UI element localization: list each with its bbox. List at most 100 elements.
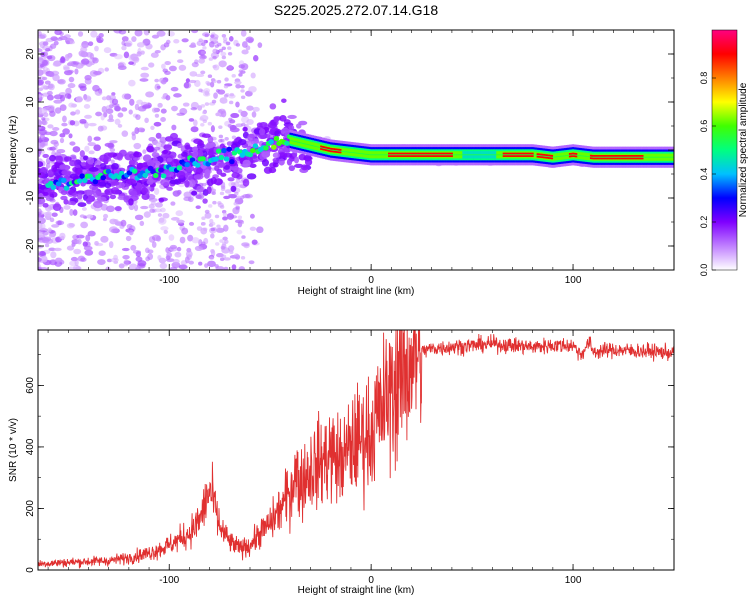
spectrogram-blob: [223, 257, 231, 261]
spectrogram-blob: [245, 36, 255, 43]
spectrogram-blob: [227, 177, 235, 182]
spectrogram-blob: [38, 57, 45, 64]
spectrogram-blob: [240, 30, 247, 37]
spectrogram-blob: [54, 151, 62, 156]
spectrogram-blob: [201, 133, 211, 138]
spectrogram-blob: [150, 169, 156, 175]
spectrogram-blob: [273, 135, 280, 142]
spectrogram-blob: [242, 126, 248, 132]
spectrogram-blob: [176, 219, 185, 224]
spectrogram-blob: [128, 54, 138, 62]
spectrogram-blob: [249, 226, 257, 231]
spectrogram-blob: [217, 201, 222, 205]
spectrogram-blob: [287, 114, 297, 120]
spectrogram-blob: [148, 197, 158, 202]
spectrogram-blob: [235, 179, 241, 183]
spectrogram-blob: [132, 55, 140, 64]
spectrogram-blob: [204, 33, 209, 38]
colorbar-ticks: 0.0 0.2 0.4 0.6 0.8: [699, 72, 716, 276]
spectrogram-blob: [79, 85, 87, 91]
spectrogram-blob: [151, 152, 160, 158]
snr-plot-area: [38, 330, 674, 569]
spectrogram-blob: [202, 119, 207, 124]
spectrogram-blob: [80, 221, 89, 229]
spectrogram-blob: [62, 115, 67, 123]
spectrogram-blob: [235, 43, 241, 47]
spectrogram-blob: [227, 51, 233, 56]
spectrogram-blob: [214, 165, 220, 172]
spectrogram-blob: [207, 74, 213, 79]
spectrogram-blob: [69, 120, 76, 126]
spectrogram-blob: [210, 176, 217, 185]
spectrogram-blob: [126, 178, 137, 185]
spectrogram-blob: [240, 110, 248, 118]
spectrogram-blob: [42, 41, 49, 46]
spectrogram-blob: [88, 41, 94, 47]
spectrogram-blob: [230, 182, 236, 186]
spectrogram-blob: [38, 216, 42, 220]
spectrogram-blob: [195, 194, 202, 199]
spectrogram-blob: [111, 98, 119, 105]
spectrogram-blob: [38, 147, 42, 155]
spectrogram-blob: [160, 173, 167, 179]
spectrogram-blob: [65, 40, 71, 45]
spectrogram-blob: [298, 120, 308, 126]
spectrogram-blob: [87, 142, 96, 147]
spectrogram-blob: [204, 209, 210, 214]
spectrogram-blob: [288, 124, 295, 132]
spectrogram-blob: [69, 141, 76, 146]
spectrogram-blob: [95, 111, 103, 117]
spectrogram-blob: [142, 172, 149, 178]
spectrogram-blob: [38, 232, 44, 238]
spectrogram-blob: [193, 119, 198, 127]
spectrogram-blob: [210, 81, 215, 88]
spectrogram-blob: [167, 31, 175, 37]
spectrogram-blob: [201, 221, 206, 226]
spectrogram-blob: [81, 40, 89, 49]
spectrogram-blob: [247, 133, 256, 142]
spectrogram-blob: [201, 241, 206, 246]
spectrogram-blob: [38, 208, 42, 215]
spectrogram-blob: [87, 135, 93, 143]
spectrogram-blob: [148, 236, 156, 243]
spectrogram-blob: [263, 145, 269, 151]
spectrogram-blob: [134, 214, 144, 221]
spectrogram-blob: [61, 122, 68, 127]
spectrogram-blob: [237, 215, 243, 220]
spectrogram-blob: [176, 142, 183, 149]
spectrogram-blob: [76, 178, 83, 184]
spectrogram-blob: [218, 108, 226, 114]
spectrogram-blob: [208, 57, 214, 61]
spectrogram-blob: [218, 228, 224, 232]
spectrogram-blob: [40, 51, 46, 58]
spectrogram-blob: [136, 42, 145, 48]
spectrogram-blob: [191, 30, 199, 34]
spectrogram-blob: [41, 117, 46, 121]
spectrogram-blob: [121, 36, 129, 42]
spectrogram-blob: [83, 245, 93, 251]
spectrogram-blob: [196, 40, 203, 46]
spectrogram-blob: [77, 238, 82, 245]
spectrogram-blob: [45, 197, 55, 202]
spectrogram-blob: [210, 34, 215, 38]
spectrogram-blob: [171, 261, 181, 269]
spectrogram-blob: [222, 37, 228, 41]
spectrogram-blob: [59, 133, 66, 138]
spectrogram-blob: [173, 39, 180, 44]
spectrogram-blob: [131, 168, 138, 174]
spectrogram-blob: [213, 156, 219, 162]
spectrogram-blob: [104, 182, 112, 189]
spectrogram-blob: [230, 113, 240, 119]
spectrogram-blob: [121, 247, 130, 252]
spectrogram-blob: [103, 213, 109, 219]
spectrogram-blob: [84, 74, 92, 81]
spectrogram-blob: [150, 201, 156, 206]
spectrogram-blob: [170, 217, 180, 221]
spectrogram-blob: [166, 157, 173, 163]
spectrogram-blob: [140, 72, 150, 78]
spectrogram-blob: [235, 101, 240, 108]
spectrogram-blob: [140, 66, 149, 71]
spectrogram-blob: [181, 151, 188, 157]
spectrogram-blob: [113, 30, 123, 34]
spectrogram-blob: [251, 111, 257, 118]
